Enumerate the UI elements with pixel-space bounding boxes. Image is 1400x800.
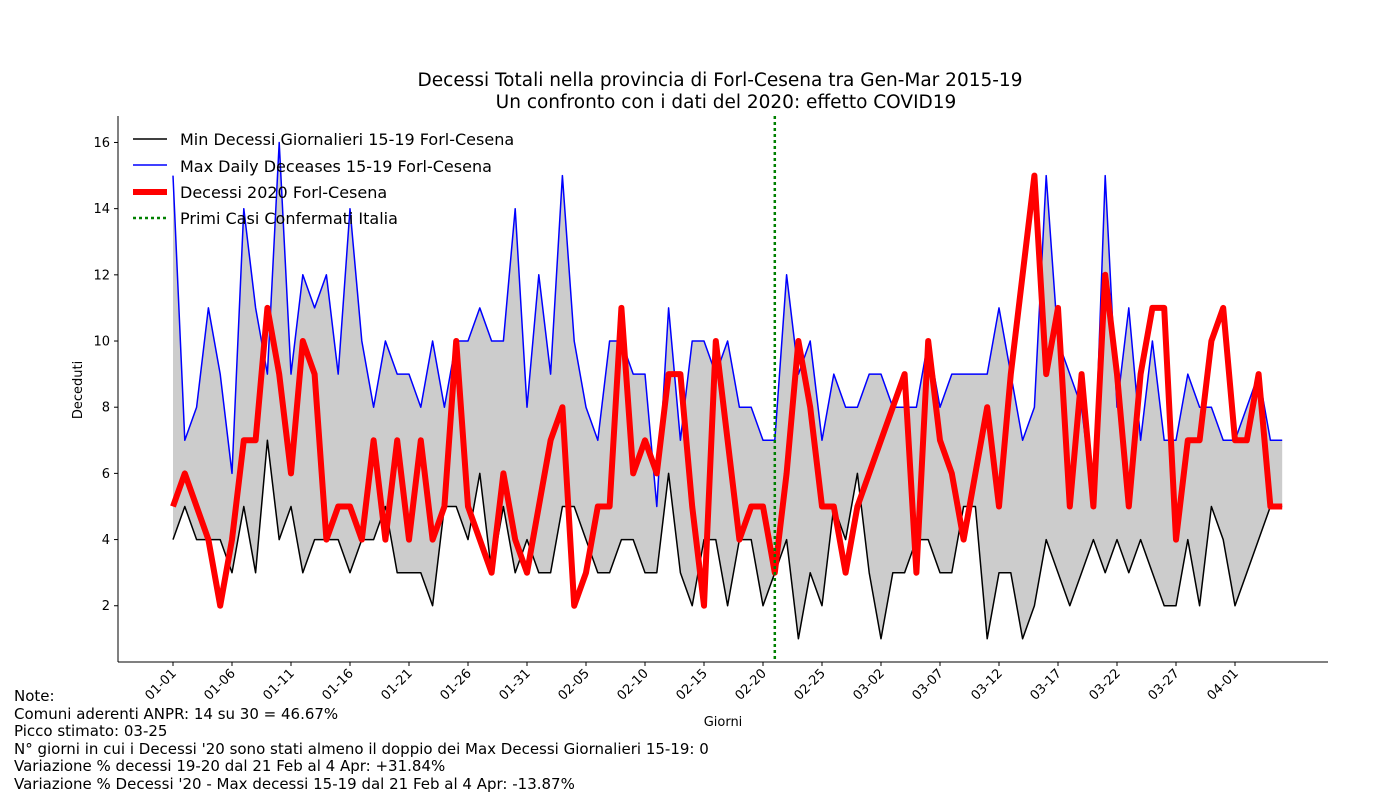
x-axis-label: Giorni [704,715,743,730]
min-max-band [173,142,1283,639]
series-line-min [172,439,1283,640]
y-tick-label: 4 [102,533,110,548]
y-tick-label: 12 [93,268,110,283]
y-axis-label: Deceduti [71,361,86,419]
y-tick-label: 10 [93,335,110,350]
note-line: Note: [14,687,55,705]
legend-label-min: Min Decessi Giornalieri 15-19 Forl-Cesen… [180,130,514,149]
notes-block: Note: Comuni aderenti ANPR: 14 su 30 = 4… [14,687,709,793]
x-tick-label: 04-01 [1205,666,1242,703]
note-line: N° giorni in cui i Decessi '20 sono stat… [14,739,709,758]
legend: Min Decessi Giornalieri 15-19 Forl-Cesen… [133,130,514,228]
legend-label-vline: Primi Casi Confermati Italia [180,209,398,228]
note-line: Variazione % Decessi '20 - Max decessi 1… [14,774,575,793]
note-line: Comuni aderenti ANPR: 14 su 30 = 46.67% [14,704,339,723]
x-tick-label: 03-07 [910,666,947,703]
legend-label-2020: Decessi 2020 Forl-Cesena [180,183,387,202]
legend-label-max: Max Daily Deceases 15-19 Forl-Cesena [180,157,492,176]
y-tick-label: 16 [93,136,110,151]
y-tick-label: 14 [93,202,110,217]
series-line-2020 [170,172,1283,609]
x-tick-label: 02-25 [792,666,829,703]
x-tick-label: 03-17 [1028,666,1065,703]
x-tick-label: 03-02 [851,666,888,703]
x-tick-label: 03-12 [969,666,1006,703]
chart-title: Decessi Totali nella provincia di Forl-C… [418,70,1023,91]
note-line: Picco stimato: 03-25 [14,722,168,740]
plot-area [170,116,1283,662]
y-tick-label: 8 [102,401,110,416]
chart-subtitle: Un confronto con i dati del 2020: effett… [496,92,957,113]
x-tick-label: 02-20 [733,666,770,703]
note-line: Variazione % decessi 19-20 dal 21 Feb al… [14,757,446,775]
x-tick-label: 03-22 [1087,666,1124,703]
y-tick-label: 6 [102,467,110,482]
x-tick-label: 03-27 [1146,666,1183,703]
y-tick-label: 2 [102,599,110,614]
